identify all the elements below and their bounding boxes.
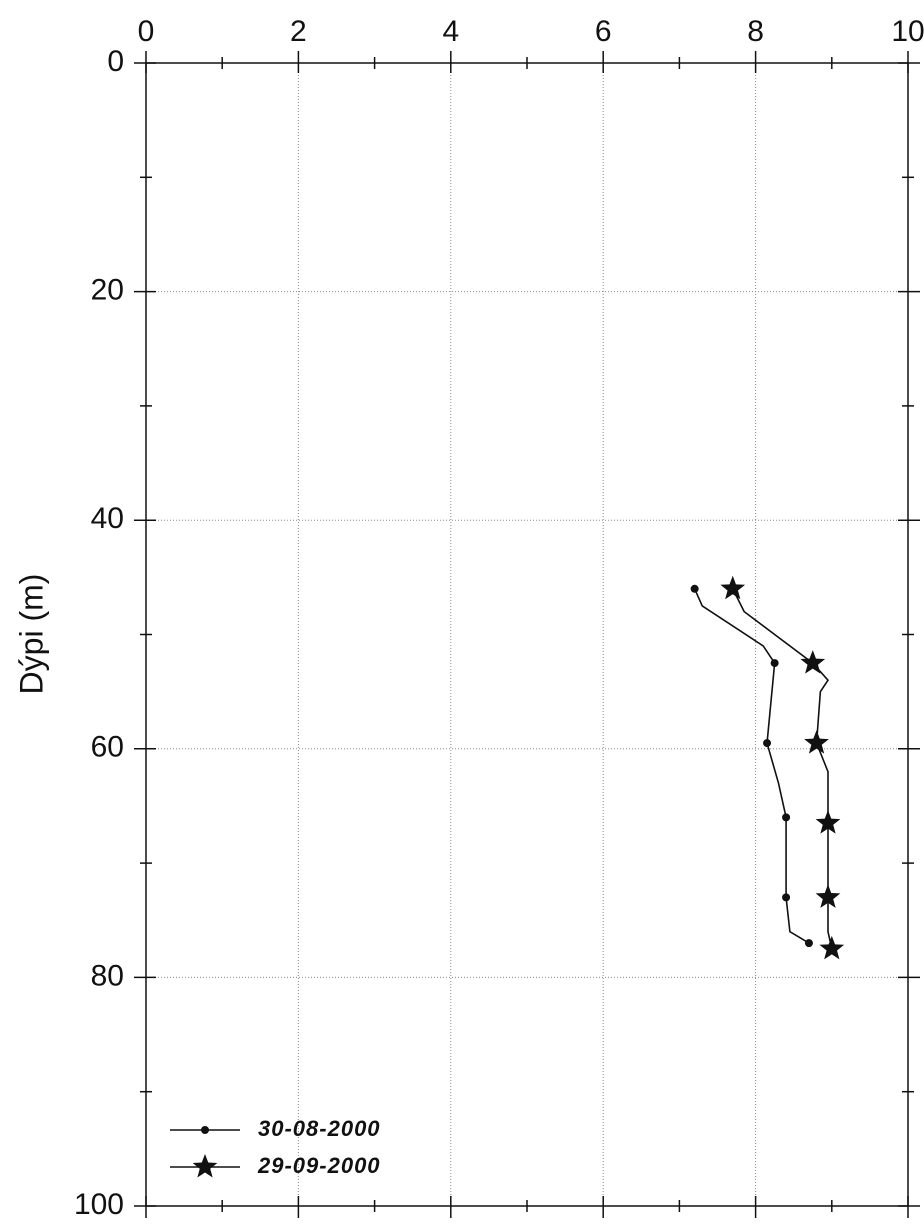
x-tick-label: 10 [891, 15, 924, 48]
series-0 [690, 584, 813, 948]
data-point-marker [819, 935, 845, 960]
x-tick-label: 2 [290, 15, 307, 48]
y-tick-label: 40 [91, 502, 124, 535]
x-tick-labels: 0 2 4 6 8 10 [138, 15, 924, 48]
data-point-marker [770, 659, 779, 668]
data-point-marker [690, 584, 699, 593]
x-tick-label: 0 [138, 15, 155, 48]
series-line [732, 588, 833, 950]
y-tick-label: 60 [91, 731, 124, 764]
y-tick-labels: 0 20 40 60 80 100 [74, 45, 124, 1221]
legend-label: 30-08-2000 [258, 1116, 381, 1141]
data-point-marker [782, 813, 791, 822]
legend-marker [192, 1154, 218, 1178]
x-tick-label: 6 [595, 15, 612, 48]
data-point-marker [800, 650, 826, 674]
y-axis-title: Dýpi (m) [13, 574, 49, 695]
plot-frame [145, 62, 909, 1207]
legend: 30-08-2000 29-09-2000 [170, 1116, 381, 1178]
data-point-marker [720, 575, 746, 600]
legend-marker [201, 1126, 209, 1134]
x-tick-label: 8 [747, 15, 764, 48]
data-point-marker [815, 884, 841, 908]
y-tick-label: 0 [107, 45, 124, 78]
legend-label: 29-09-2000 [257, 1153, 381, 1178]
y-tick-label: 100 [74, 1188, 124, 1221]
grid [146, 63, 908, 1206]
data-point-marker [782, 893, 791, 902]
y-tick-label: 80 [91, 959, 124, 992]
y-tick-label: 20 [91, 274, 124, 307]
data-point-marker [763, 739, 772, 748]
series-group [690, 575, 845, 960]
series-line [693, 588, 810, 944]
series-1 [720, 575, 845, 960]
data-point-marker [804, 939, 813, 948]
data-point-marker [804, 730, 829, 754]
x-tick-label: 4 [442, 15, 459, 48]
axis-ticks [134, 51, 920, 1218]
data-point-marker [815, 810, 841, 834]
